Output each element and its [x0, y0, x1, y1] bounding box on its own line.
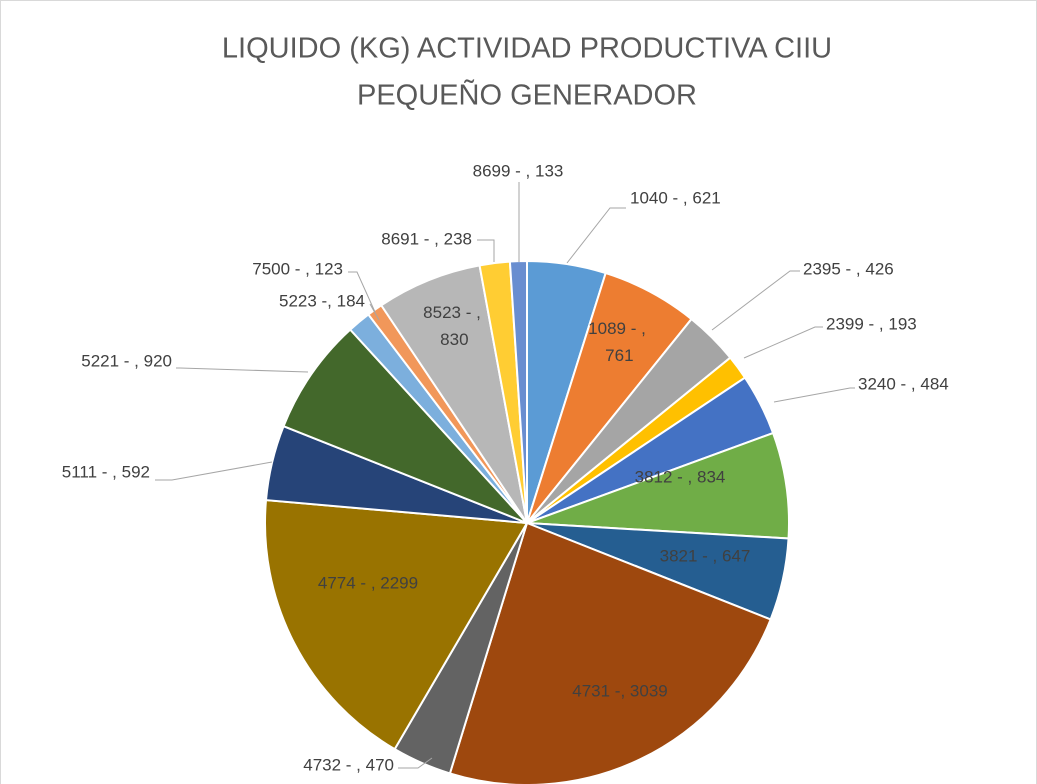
data-label: 8523 - , 830 [423, 303, 481, 349]
data-label: 8699 - , 133 [473, 161, 564, 180]
data-label: 3821 - , 647 [660, 546, 751, 565]
data-label: 5223 -, 184 [279, 291, 365, 310]
chart-title: LIQUIDO (KG) ACTIVIDAD PRODUCTIVA CIIU [222, 33, 832, 65]
data-label: 4732 - , 470 [303, 755, 394, 774]
leader-line [155, 461, 273, 481]
leader-line [773, 387, 855, 403]
data-label: 7500 - , 123 [252, 259, 343, 278]
pie-slice [448, 521, 772, 784]
leader-line [477, 239, 495, 262]
data-label: 1040 - , 621 [630, 188, 721, 207]
leader-line [398, 757, 433, 769]
leader-line [348, 271, 376, 313]
data-label: 2395 - , 426 [803, 259, 894, 278]
data-label: 1089 - , 761 [588, 319, 646, 365]
data-label: 2399 - , 193 [826, 314, 917, 333]
data-label: 4731 -, 3039 [572, 681, 667, 700]
leader-line [711, 270, 800, 331]
leader-line [743, 326, 823, 359]
pie-slice [264, 498, 529, 751]
data-label: 5111 - , 592 [62, 462, 150, 481]
pie-slice [282, 328, 528, 524]
leader-line [176, 367, 309, 373]
data-label: 4774 - , 2299 [318, 573, 418, 592]
data-label: 3812 - , 834 [635, 467, 726, 486]
chart-title: PEQUEÑO GENERADOR [357, 78, 697, 112]
data-label: 8691 - , 238 [381, 229, 472, 248]
data-label: 5221 - , 920 [81, 351, 172, 370]
leader-line [566, 207, 626, 264]
pie-slice [508, 259, 528, 524]
data-label: 3240 - , 484 [858, 374, 949, 393]
